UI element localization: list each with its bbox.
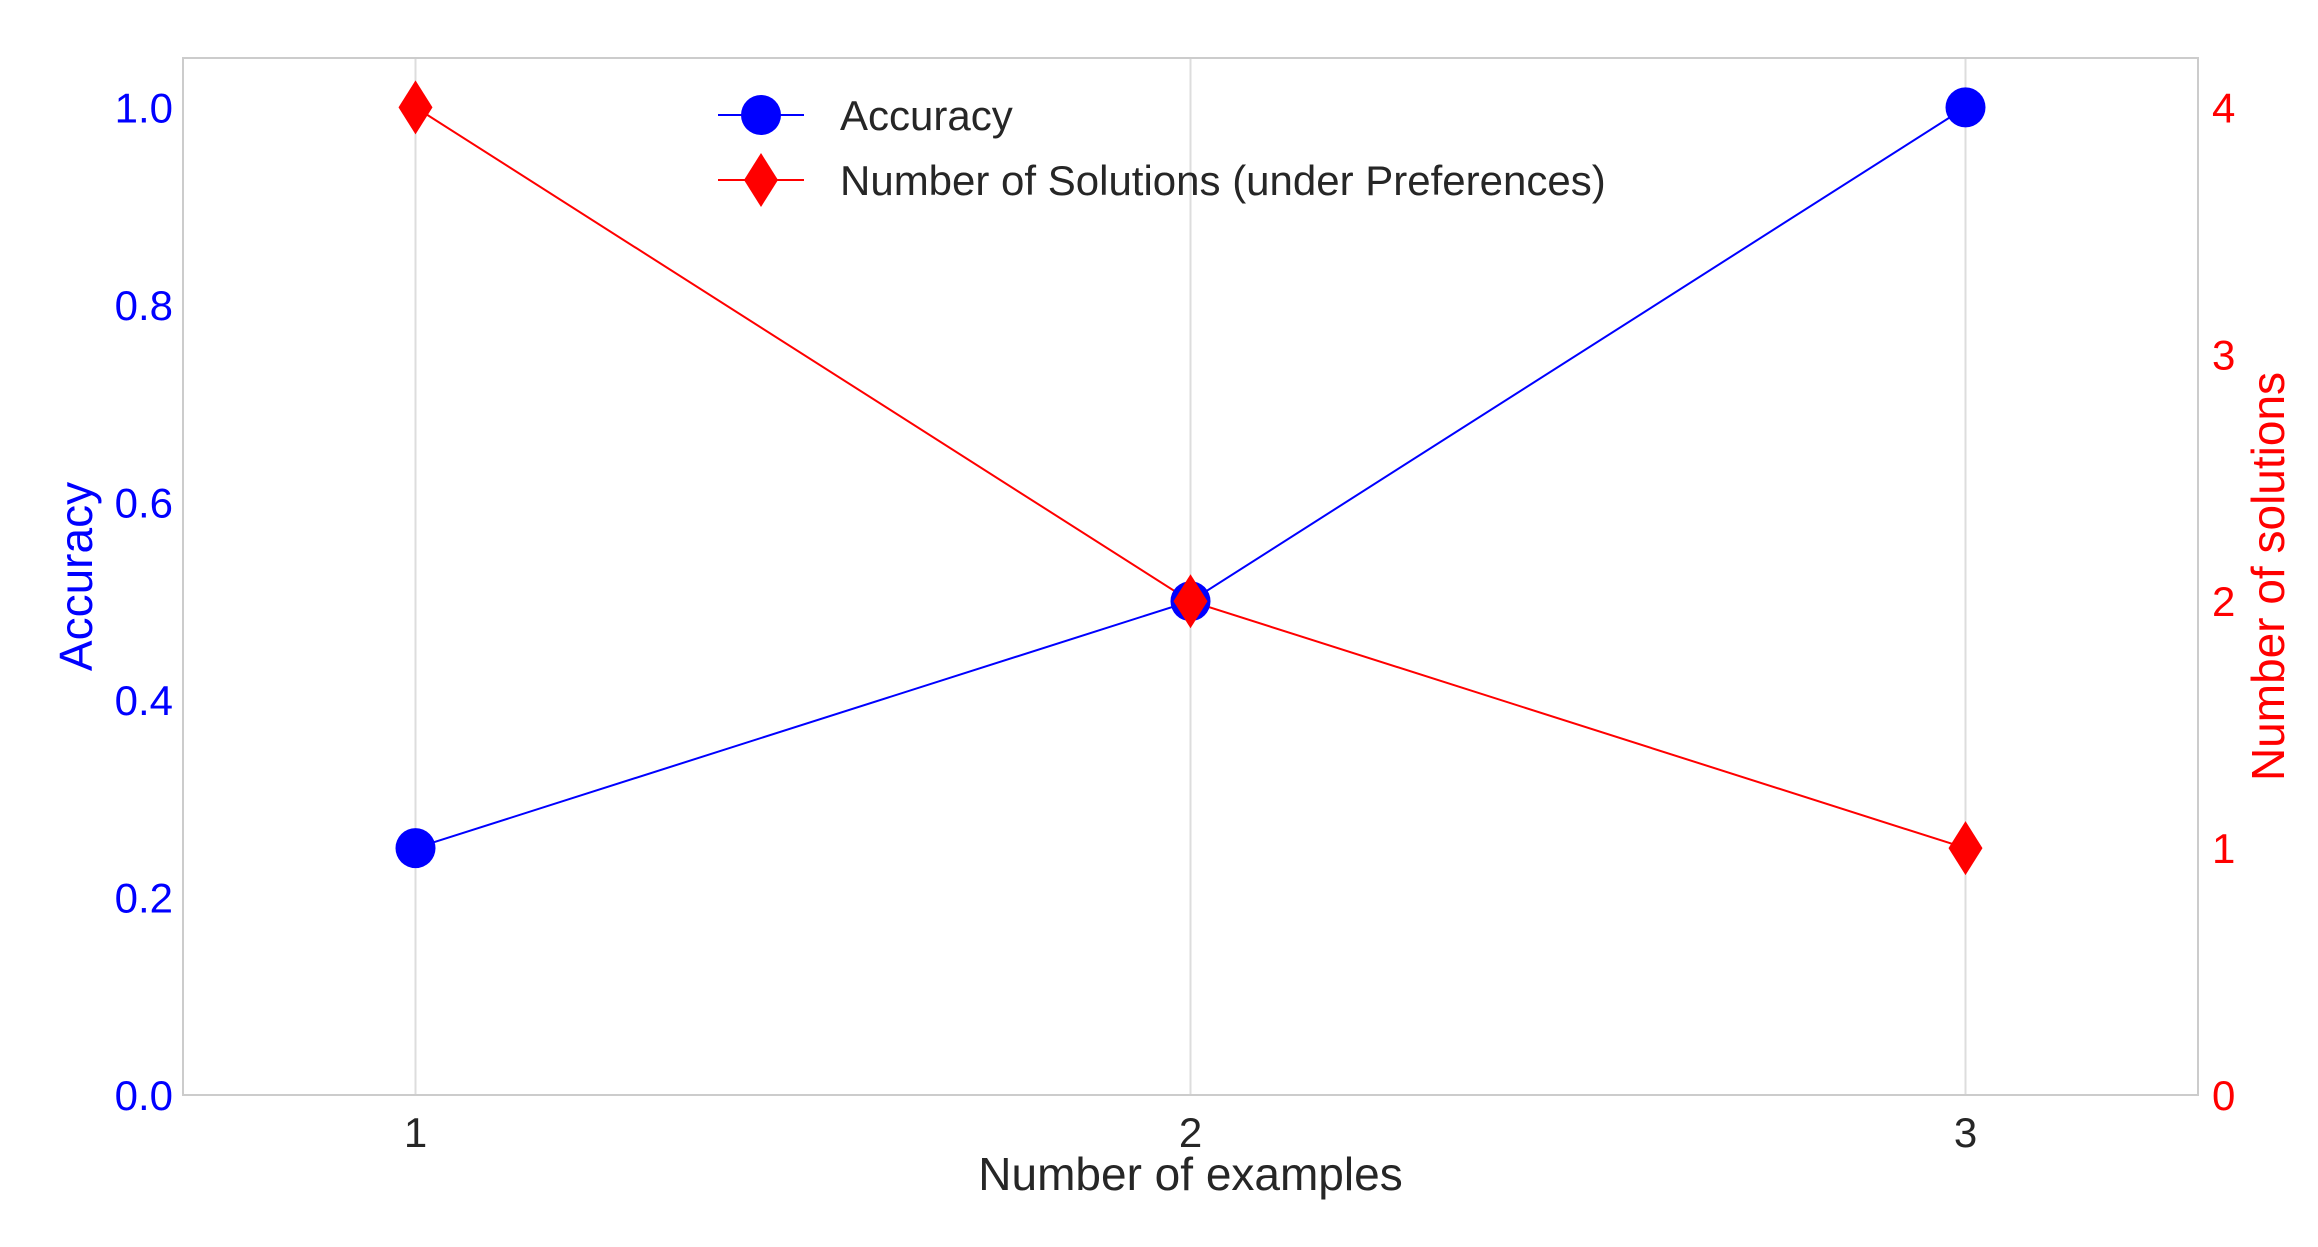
left-axis-label: Accuracy <box>50 482 102 671</box>
right-tick-label: 4 <box>2212 84 2235 131</box>
left-tick-label: 0.8 <box>115 282 173 329</box>
right-tick-label: 3 <box>2212 331 2235 378</box>
legend-label: Number of Solutions (under Preferences) <box>840 157 1606 204</box>
left-tick-label: 0.0 <box>115 1072 173 1119</box>
accuracy-point <box>395 828 436 869</box>
right-tick-label: 1 <box>2212 825 2235 872</box>
left-tick-label: 0.4 <box>115 677 173 724</box>
x-axis-ticks: 1 2 3 <box>404 1109 1977 1156</box>
solutions-point <box>1948 821 1983 876</box>
right-axis-label: Number of solutions <box>2242 372 2294 781</box>
legend-label: Accuracy <box>840 92 1013 139</box>
legend: Accuracy Number of Solutions (under Prefe… <box>718 92 1606 207</box>
x-tick-label: 2 <box>1179 1109 1202 1156</box>
right-axis-ticks: 0 1 2 3 4 <box>2212 84 2235 1119</box>
plot-frame <box>182 57 2199 1096</box>
legend-diamond-marker <box>744 153 778 207</box>
solutions-point <box>1173 574 1208 629</box>
accuracy-point <box>1945 87 1986 128</box>
series-markers <box>395 80 1986 876</box>
left-tick-label: 0.6 <box>115 479 173 526</box>
left-tick-label: 1.0 <box>115 84 173 131</box>
legend-item: Accuracy <box>718 92 1013 139</box>
legend-item: Number of Solutions (under Preferences) <box>718 153 1606 207</box>
solutions-point <box>398 80 433 135</box>
left-axis-ticks: 0.0 0.2 0.4 0.6 0.8 1.0 <box>115 84 173 1119</box>
x-tick-label: 1 <box>404 1109 427 1156</box>
series-layer <box>395 80 1986 876</box>
legend-circle-marker <box>741 95 781 135</box>
right-tick-label: 0 <box>2212 1072 2235 1119</box>
x-axis-label: Number of examples <box>978 1148 1402 1200</box>
left-tick-label: 0.2 <box>115 874 173 921</box>
right-tick-label: 2 <box>2212 578 2235 625</box>
x-tick-label: 3 <box>1954 1109 1977 1156</box>
